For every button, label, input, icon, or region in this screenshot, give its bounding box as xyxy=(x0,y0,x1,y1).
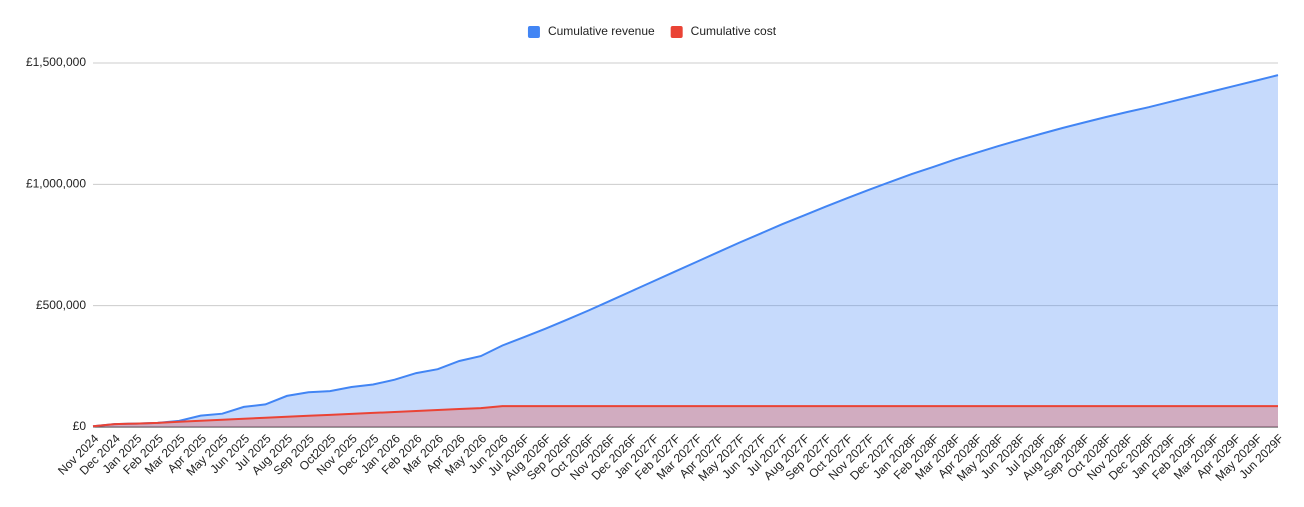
legend-swatch xyxy=(670,26,683,38)
area-fill xyxy=(93,75,1278,427)
y-tick-label: £1,500,000 xyxy=(26,55,86,69)
area-fill xyxy=(93,406,1278,427)
y-tick-label: £1,000,000 xyxy=(26,177,86,191)
legend-label: Cumulative revenue xyxy=(548,24,655,38)
y-tick-label: £0 xyxy=(73,419,87,433)
legend-swatch xyxy=(527,26,540,38)
area-line xyxy=(92,405,1278,428)
legend-label: Cumulative cost xyxy=(691,24,777,38)
area-line xyxy=(92,74,1279,428)
y-tick-label: £500,000 xyxy=(36,298,86,312)
legend: Cumulative revenue Cumulative cost xyxy=(527,24,777,38)
